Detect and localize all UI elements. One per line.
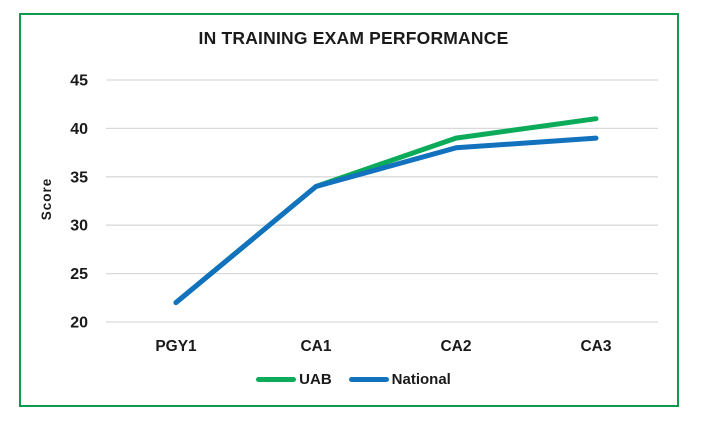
chart-legend: UAB National (0, 371, 707, 388)
x-axis-label: CA1 (300, 338, 331, 355)
uab-legend-label: UAB (299, 371, 332, 388)
y-tick-label: 25 (70, 266, 88, 283)
x-axis-label: CA3 (580, 338, 611, 355)
y-tick-label: 35 (70, 169, 88, 186)
y-tick-label: 45 (70, 73, 88, 90)
uab-line-swatch-icon (256, 377, 297, 382)
national-legend-label: National (391, 371, 451, 388)
legend-item-uab: UAB (256, 371, 332, 388)
chart-frame-border (19, 13, 679, 407)
y-tick-label: 20 (70, 315, 88, 332)
x-axis-label: CA2 (440, 338, 471, 355)
national-line-swatch-icon (348, 377, 389, 382)
x-axis-label: PGY1 (155, 338, 197, 355)
series-line-uab (173, 116, 599, 306)
y-axis-title: Score (39, 178, 54, 221)
y-tick-label: 40 (70, 121, 88, 138)
y-tick-label: 30 (70, 218, 88, 235)
legend-item-national: National (348, 371, 451, 388)
chart-title: IN TRAINING EXAM PERFORMANCE (198, 28, 509, 48)
series-line-national (173, 135, 599, 306)
